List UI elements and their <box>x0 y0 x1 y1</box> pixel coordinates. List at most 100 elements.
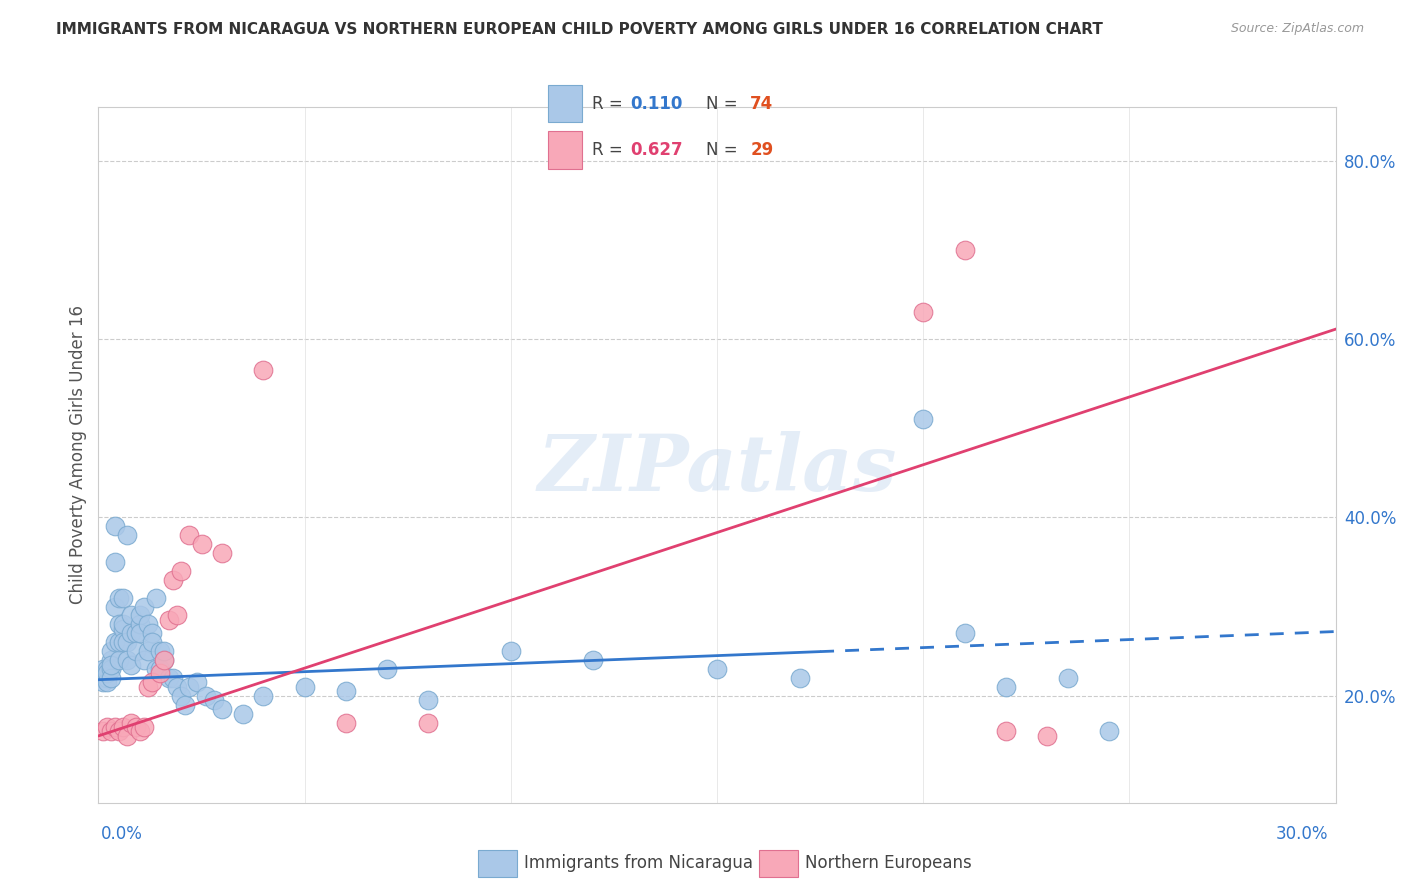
Point <box>112 635 135 649</box>
Point <box>132 653 155 667</box>
Bar <box>478 850 517 877</box>
Point <box>190 537 212 551</box>
Point <box>149 666 172 681</box>
Text: Source: ZipAtlas.com: Source: ZipAtlas.com <box>1230 22 1364 36</box>
Point <box>96 720 118 734</box>
Text: 0.110: 0.110 <box>630 95 683 112</box>
Point <box>145 662 167 676</box>
Point <box>120 626 142 640</box>
Text: 29: 29 <box>751 141 773 159</box>
Point <box>117 528 139 542</box>
Point <box>96 662 118 676</box>
Point <box>120 657 142 672</box>
Point <box>128 724 150 739</box>
Bar <box>548 85 582 122</box>
Point <box>953 626 976 640</box>
Point <box>96 666 118 681</box>
Point <box>120 715 142 730</box>
Point <box>124 626 146 640</box>
Point <box>108 591 131 605</box>
Point <box>162 573 184 587</box>
Point <box>162 671 184 685</box>
Point <box>789 671 811 685</box>
Point <box>166 680 188 694</box>
Point <box>104 555 127 569</box>
Text: N =: N = <box>706 141 744 159</box>
Point <box>141 626 163 640</box>
Point <box>294 680 316 694</box>
Text: ZIPatlas: ZIPatlas <box>537 431 897 507</box>
Point <box>211 546 233 560</box>
Point <box>104 599 127 614</box>
Point <box>104 519 127 533</box>
Point <box>157 613 180 627</box>
Point <box>91 666 114 681</box>
Point <box>186 675 208 690</box>
Point <box>953 243 976 257</box>
Point <box>124 644 146 658</box>
Point <box>91 671 114 685</box>
Point <box>108 617 131 632</box>
Point <box>100 653 122 667</box>
Point <box>232 706 254 721</box>
Point <box>108 724 131 739</box>
Point <box>1036 729 1059 743</box>
Text: R =: R = <box>592 141 627 159</box>
Point <box>912 305 935 319</box>
Point <box>149 644 172 658</box>
Point <box>117 653 139 667</box>
Text: 74: 74 <box>751 95 773 112</box>
Point <box>170 564 193 578</box>
Text: 30.0%: 30.0% <box>1277 825 1329 843</box>
Point <box>112 617 135 632</box>
Point <box>136 680 159 694</box>
Point <box>96 666 118 681</box>
Point <box>100 724 122 739</box>
Point <box>91 662 114 676</box>
Point <box>202 693 225 707</box>
Text: 0.627: 0.627 <box>630 141 683 159</box>
Point <box>335 684 357 698</box>
Text: IMMIGRANTS FROM NICARAGUA VS NORTHERN EUROPEAN CHILD POVERTY AMONG GIRLS UNDER 1: IMMIGRANTS FROM NICARAGUA VS NORTHERN EU… <box>56 22 1104 37</box>
Point <box>141 675 163 690</box>
Point <box>100 644 122 658</box>
Point <box>252 363 274 377</box>
Point <box>706 662 728 676</box>
Point <box>100 662 122 676</box>
Point <box>112 622 135 636</box>
Point <box>582 653 605 667</box>
Point <box>136 617 159 632</box>
Point <box>100 657 122 672</box>
Point <box>499 644 522 658</box>
Point <box>112 591 135 605</box>
Point <box>174 698 197 712</box>
Point <box>994 724 1017 739</box>
Text: R =: R = <box>592 95 627 112</box>
Point <box>153 644 176 658</box>
Point <box>128 617 150 632</box>
Point <box>141 635 163 649</box>
Text: Immigrants from Nicaragua: Immigrants from Nicaragua <box>524 854 752 872</box>
Point <box>145 591 167 605</box>
Point <box>166 608 188 623</box>
Bar <box>759 850 799 877</box>
Y-axis label: Child Poverty Among Girls Under 16: Child Poverty Among Girls Under 16 <box>69 305 87 605</box>
Point <box>124 720 146 734</box>
Point <box>132 720 155 734</box>
Point <box>136 644 159 658</box>
Point <box>153 653 176 667</box>
Point <box>120 608 142 623</box>
Point <box>179 680 201 694</box>
Bar <box>548 131 582 169</box>
Point <box>117 729 139 743</box>
Text: 0.0%: 0.0% <box>101 825 143 843</box>
Point <box>91 675 114 690</box>
Point <box>418 715 440 730</box>
Point <box>1098 724 1121 739</box>
Point <box>170 689 193 703</box>
Point <box>335 715 357 730</box>
Point <box>96 671 118 685</box>
Point <box>96 675 118 690</box>
Point <box>418 693 440 707</box>
Point <box>179 528 201 542</box>
